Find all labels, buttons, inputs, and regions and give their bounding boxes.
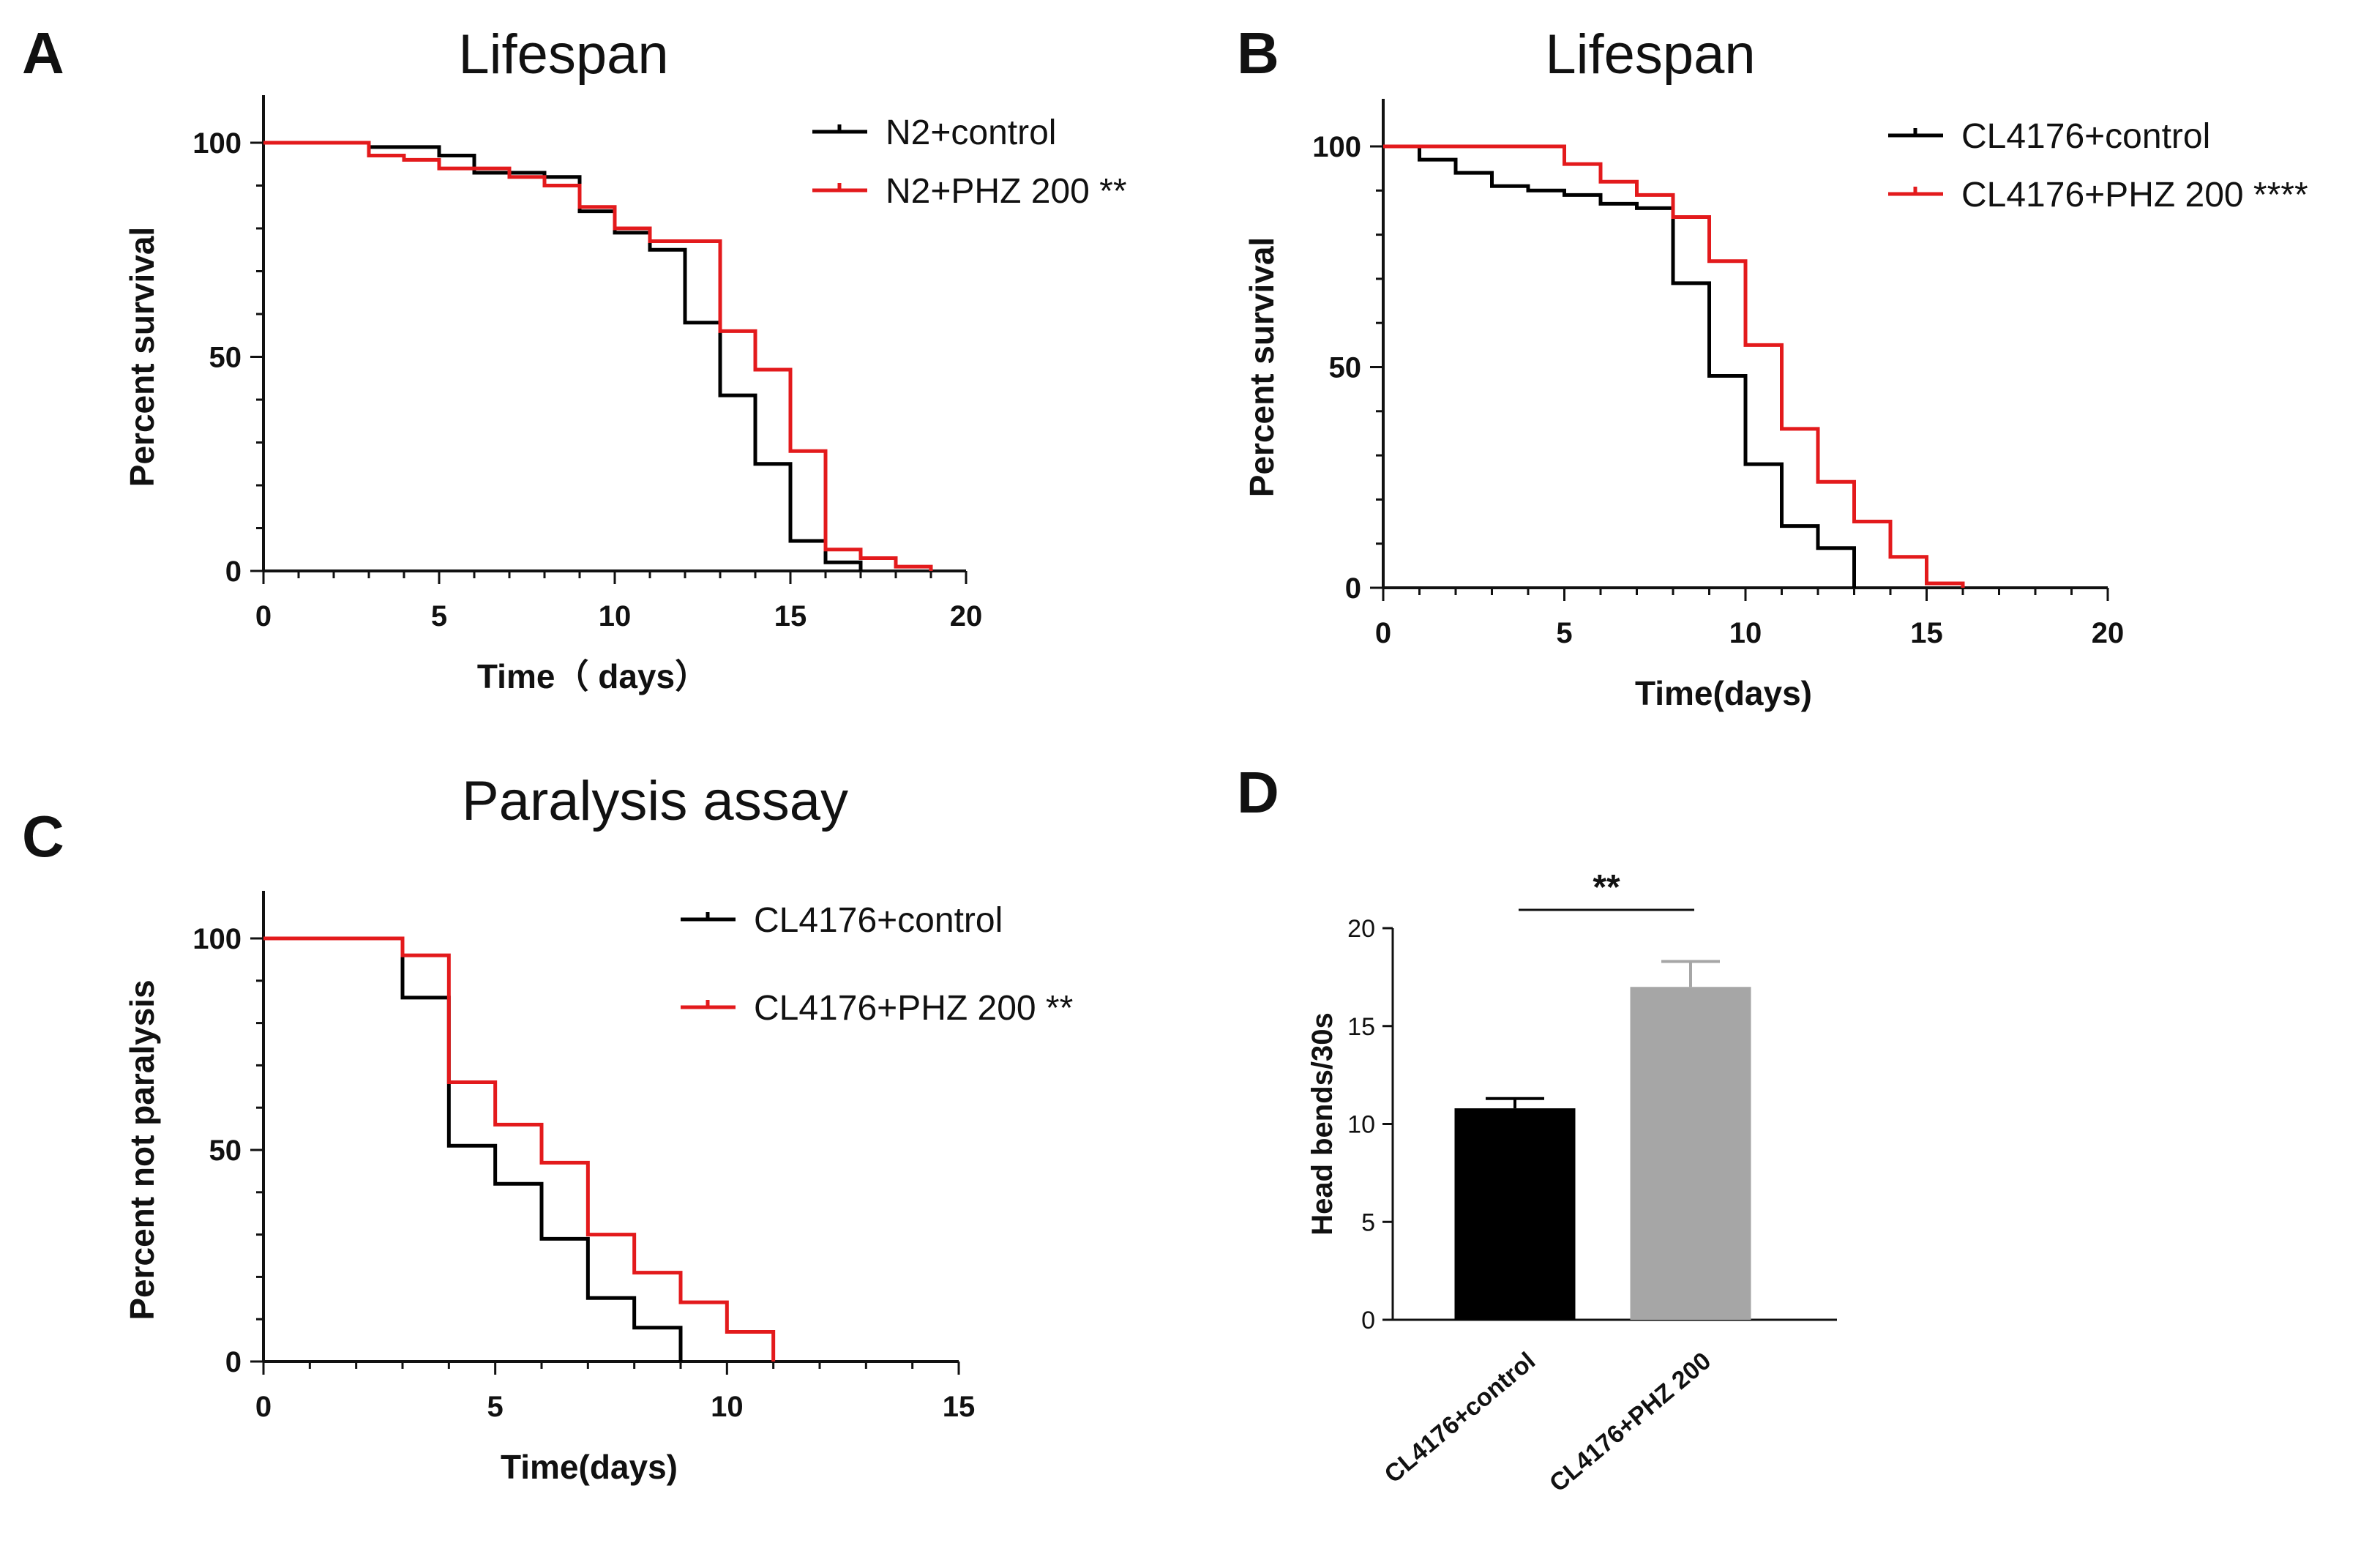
significance-label: ** xyxy=(1593,868,1620,907)
legend-label-2: CL4176+PHZ 200 **** xyxy=(1961,176,2308,214)
x-tick-label: 0 xyxy=(255,1391,272,1423)
y-axis-title: Head bends/30s xyxy=(1306,1012,1339,1236)
chart-title: Paralysis assay xyxy=(462,770,848,832)
x-tick-label: 20 xyxy=(950,600,983,632)
y-tick-label: 100 xyxy=(192,923,242,955)
legend-label-1: N2+control xyxy=(886,113,1056,152)
y-tick-label: 15 xyxy=(1347,1013,1375,1041)
x-tick-label: 15 xyxy=(1910,617,1943,649)
y-tick-label: 0 xyxy=(1361,1307,1375,1334)
x-tick-label: 10 xyxy=(711,1391,744,1423)
bar-1 xyxy=(1454,1108,1576,1320)
x-tick-label: 10 xyxy=(599,600,632,632)
x-category-label-1: CL4176+control xyxy=(1380,1347,1541,1489)
y-tick-label: 100 xyxy=(192,127,242,160)
y-tick-label: 10 xyxy=(1347,1111,1375,1139)
x-tick-label: 0 xyxy=(1375,617,1391,649)
series-line-1 xyxy=(263,936,683,1362)
legend-label-1: CL4176+control xyxy=(754,901,1003,940)
y-tick-label: 0 xyxy=(1345,572,1361,605)
x-axis-title: Time(days) xyxy=(501,1448,678,1486)
x-tick-label: 15 xyxy=(943,1391,976,1423)
series-line-1 xyxy=(263,141,863,571)
legend-label-2: CL4176+PHZ 200 ** xyxy=(754,989,1073,1028)
panel-b-chart: 0 5 10 15 20 0 50 100 Lifespan Time(days) Percent … xyxy=(1243,23,2308,712)
x-tick-label: 20 xyxy=(2092,617,2125,649)
x-tick-label: 5 xyxy=(431,600,447,632)
series-line-2 xyxy=(263,936,776,1362)
legend-label-2: N2+PHZ 200 ** xyxy=(886,172,1127,211)
series-line-2 xyxy=(1383,144,1965,588)
panel-d-chart: 0 5 10 15 20 Head bends/30s CL4176+control CL41… xyxy=(1306,868,1837,1498)
x-category-label-2: CL4176+PHZ 200 xyxy=(1544,1347,1716,1498)
x-tick-label: 5 xyxy=(487,1391,504,1423)
panel-letter-a: A xyxy=(22,20,64,86)
y-tick-label: 50 xyxy=(209,342,242,374)
x-tick-label: 0 xyxy=(255,600,272,632)
chart-title: Lifespan xyxy=(1545,23,1755,86)
x-axis-title: Time（ days） xyxy=(477,657,708,695)
x-axis-title: Time(days) xyxy=(1635,674,1812,712)
y-axis-title: Percent not paralysis xyxy=(123,979,161,1320)
x-tick-label: 5 xyxy=(1556,617,1572,649)
x-tick-label: 10 xyxy=(1729,617,1762,649)
panel-letter-c: C xyxy=(22,804,64,869)
panel-letter-d: D xyxy=(1237,760,1279,825)
series-line-1 xyxy=(1383,144,1856,588)
chart-title: Lifespan xyxy=(458,23,668,86)
y-tick-label: 0 xyxy=(225,1346,242,1378)
panel-c-chart: 0 5 10 15 0 50 100 Paralysis assay Time(days) Per… xyxy=(123,770,1073,1486)
y-tick-label: 0 xyxy=(225,556,242,588)
y-tick-label: 5 xyxy=(1361,1209,1375,1236)
legend-label-1: CL4176+control xyxy=(1961,117,2210,156)
y-tick-label: 50 xyxy=(1329,352,1362,384)
bar-2 xyxy=(1630,987,1751,1320)
panel-a-chart: 0 5 10 15 20 0 50 100 Lifespan Time（ days） Percent… xyxy=(123,23,1127,695)
x-tick-label: 15 xyxy=(774,600,807,632)
panel-letter-b: B xyxy=(1237,20,1279,86)
y-tick-label: 20 xyxy=(1347,915,1375,943)
series-line-2 xyxy=(263,141,933,571)
y-axis-title: Percent survival xyxy=(1243,237,1281,497)
y-axis-title: Percent survival xyxy=(123,227,161,487)
y-tick-label: 100 xyxy=(1312,131,1361,163)
y-tick-label: 50 xyxy=(209,1135,242,1167)
